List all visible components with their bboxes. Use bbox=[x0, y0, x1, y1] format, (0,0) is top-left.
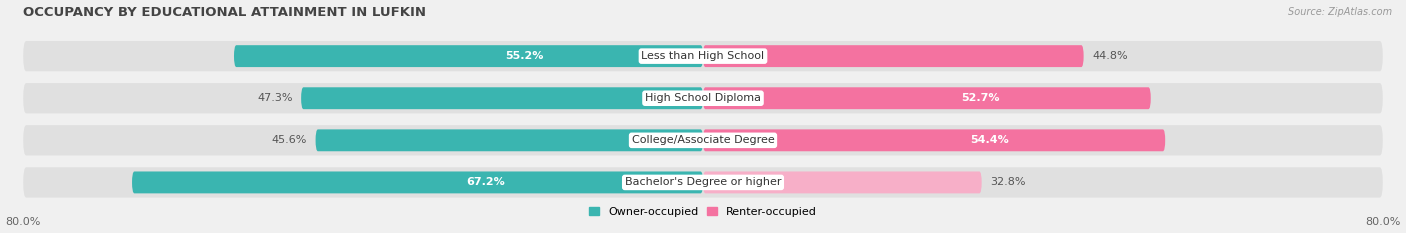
FancyBboxPatch shape bbox=[315, 129, 703, 151]
FancyBboxPatch shape bbox=[24, 83, 1382, 113]
FancyBboxPatch shape bbox=[703, 129, 1166, 151]
FancyBboxPatch shape bbox=[301, 87, 703, 109]
Text: 67.2%: 67.2% bbox=[467, 177, 505, 187]
Text: OCCUPANCY BY EDUCATIONAL ATTAINMENT IN LUFKIN: OCCUPANCY BY EDUCATIONAL ATTAINMENT IN L… bbox=[24, 6, 426, 19]
FancyBboxPatch shape bbox=[233, 45, 703, 67]
Text: 47.3%: 47.3% bbox=[257, 93, 292, 103]
Text: 55.2%: 55.2% bbox=[506, 51, 544, 61]
Text: 32.8%: 32.8% bbox=[990, 177, 1026, 187]
FancyBboxPatch shape bbox=[132, 171, 703, 193]
Text: 45.6%: 45.6% bbox=[271, 135, 307, 145]
Text: Less than High School: Less than High School bbox=[641, 51, 765, 61]
FancyBboxPatch shape bbox=[24, 167, 1382, 198]
Text: Bachelor's Degree or higher: Bachelor's Degree or higher bbox=[624, 177, 782, 187]
FancyBboxPatch shape bbox=[24, 125, 1382, 155]
FancyBboxPatch shape bbox=[703, 171, 981, 193]
FancyBboxPatch shape bbox=[703, 45, 1084, 67]
Text: High School Diploma: High School Diploma bbox=[645, 93, 761, 103]
FancyBboxPatch shape bbox=[703, 87, 1150, 109]
FancyBboxPatch shape bbox=[24, 41, 1382, 71]
Legend: Owner-occupied, Renter-occupied: Owner-occupied, Renter-occupied bbox=[585, 202, 821, 221]
Text: Source: ZipAtlas.com: Source: ZipAtlas.com bbox=[1288, 7, 1392, 17]
Text: 54.4%: 54.4% bbox=[970, 135, 1010, 145]
Text: 44.8%: 44.8% bbox=[1092, 51, 1128, 61]
Text: College/Associate Degree: College/Associate Degree bbox=[631, 135, 775, 145]
Text: 52.7%: 52.7% bbox=[962, 93, 1000, 103]
